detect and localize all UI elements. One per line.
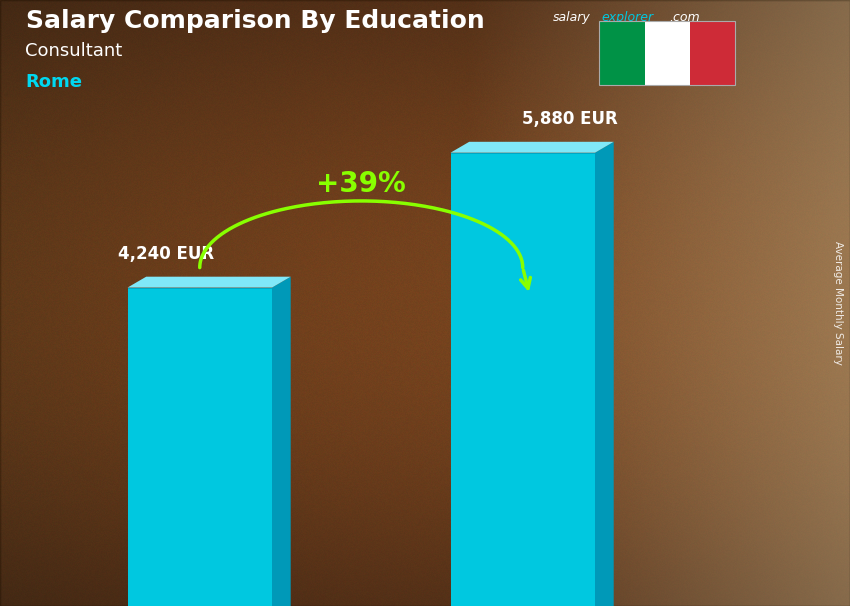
Bar bbox=[128, 288, 272, 606]
Text: explorer: explorer bbox=[601, 11, 653, 24]
Polygon shape bbox=[595, 142, 614, 606]
Text: salary: salary bbox=[552, 11, 590, 24]
Bar bbox=[644, 21, 690, 85]
Bar bbox=[599, 21, 735, 85]
Bar bbox=[599, 21, 644, 85]
Text: +39%: +39% bbox=[316, 170, 406, 198]
Text: Rome: Rome bbox=[26, 73, 82, 91]
Text: Consultant: Consultant bbox=[26, 42, 122, 61]
Bar bbox=[450, 153, 595, 606]
Text: Salary Comparison By Education: Salary Comparison By Education bbox=[26, 9, 484, 33]
Text: 4,240 EUR: 4,240 EUR bbox=[117, 245, 214, 264]
Text: .com: .com bbox=[669, 11, 700, 24]
Text: Average Monthly Salary: Average Monthly Salary bbox=[833, 241, 843, 365]
Polygon shape bbox=[450, 142, 614, 153]
Polygon shape bbox=[128, 277, 291, 288]
Bar bbox=[690, 21, 735, 85]
Text: 5,880 EUR: 5,880 EUR bbox=[522, 110, 617, 128]
Polygon shape bbox=[272, 277, 291, 606]
